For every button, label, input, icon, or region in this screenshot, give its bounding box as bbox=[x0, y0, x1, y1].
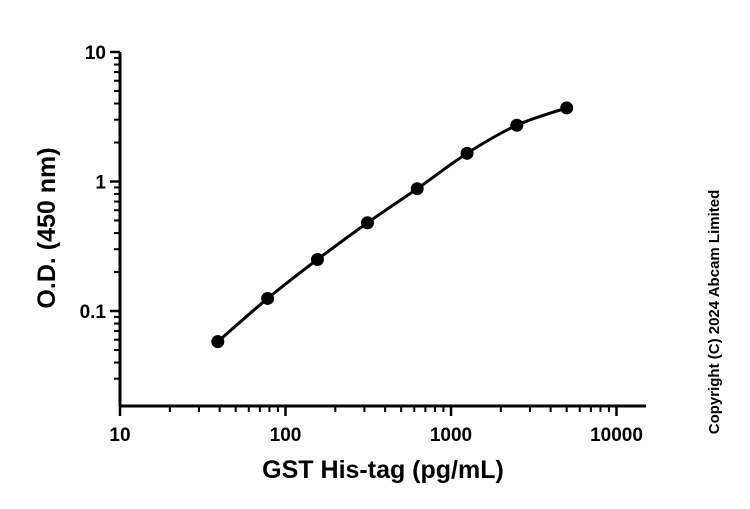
axes bbox=[118, 52, 646, 408]
data-points bbox=[211, 101, 574, 349]
data-point bbox=[261, 291, 275, 305]
data-point bbox=[560, 101, 574, 115]
data-point bbox=[310, 252, 324, 266]
y-tick-label: 1 bbox=[95, 173, 106, 194]
fit-curve bbox=[216, 106, 568, 343]
copyright-notice: Copyright (C) 2024 Abcam Limited bbox=[706, 190, 723, 434]
data-point bbox=[460, 146, 474, 160]
data-point bbox=[410, 182, 424, 196]
data-point bbox=[211, 335, 225, 349]
data-point bbox=[510, 118, 524, 132]
ticks: 10 100 1000 10000 0.1 1 10 bbox=[80, 43, 643, 446]
y-tick-label: 10 bbox=[85, 43, 106, 64]
x-tick-label: 1000 bbox=[430, 425, 472, 446]
x-tick-label: 100 bbox=[270, 425, 302, 446]
y-tick-label: 0.1 bbox=[80, 302, 107, 323]
x-tick-label: 10000 bbox=[590, 425, 643, 446]
x-axis-title: GST His-tag (pg/mL) bbox=[262, 456, 504, 484]
data-point bbox=[361, 216, 375, 230]
x-tick-label: 10 bbox=[109, 425, 130, 446]
y-axis-title: O.D. (450 nm) bbox=[33, 147, 61, 308]
